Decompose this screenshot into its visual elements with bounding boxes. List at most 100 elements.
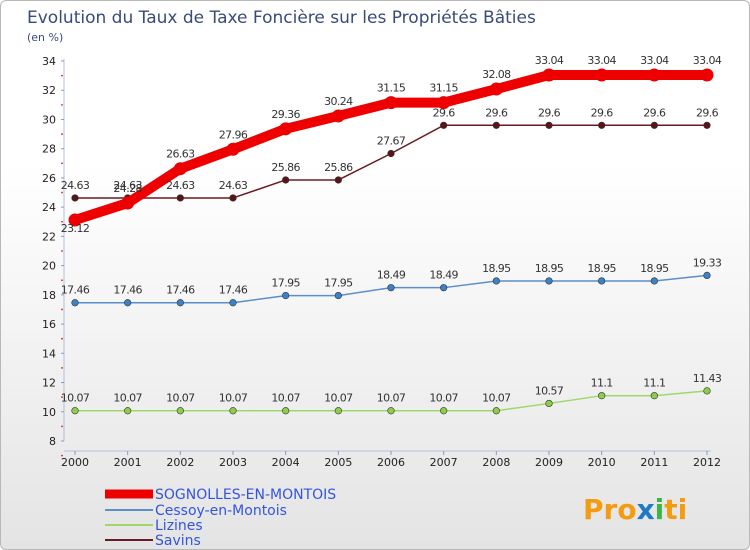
data-point [440, 407, 448, 415]
data-label: 10.07 [219, 392, 248, 405]
x-tick-label: 2001 [114, 456, 142, 469]
data-label: 33.04 [693, 54, 722, 67]
data-point [71, 299, 79, 307]
data-label: 29.6 [485, 106, 508, 119]
x-tick-label: 2008 [482, 456, 510, 469]
data-point [545, 121, 553, 129]
data-label: 18.95 [587, 262, 616, 275]
y-tick-label: 26 [42, 172, 56, 185]
data-point [437, 96, 451, 110]
data-point [176, 194, 184, 202]
logo-part: i [655, 493, 665, 526]
y-minor-tick [61, 191, 63, 194]
x-tick-label: 2000 [61, 456, 89, 469]
data-label: 26.63 [166, 148, 195, 161]
data-point [71, 194, 79, 202]
x-tick-label: 2010 [588, 456, 616, 469]
data-point [703, 271, 711, 280]
data-label: 11.43 [693, 372, 722, 385]
y-minor-tick [61, 74, 63, 77]
data-point [384, 96, 398, 110]
data-point [650, 277, 658, 285]
y-tick-label: 34 [42, 55, 56, 68]
legend-label: SOGNOLLES-EN-MONTOIS [155, 487, 336, 503]
y-minor-tick [61, 425, 63, 428]
data-point [489, 82, 503, 96]
y-tick-label: 22 [42, 230, 56, 243]
data-point [121, 196, 135, 210]
logo-text: Proxiti [583, 493, 687, 526]
data-point [334, 291, 342, 300]
data-point [387, 284, 395, 292]
data-point [650, 121, 658, 129]
y-tick-label: 18 [42, 289, 56, 302]
y-tick-label: 16 [42, 318, 56, 331]
data-point [387, 407, 395, 415]
data-point [595, 68, 609, 82]
y-minor-tick [61, 337, 63, 340]
data-label: 31.15 [429, 82, 458, 95]
data-point [647, 68, 661, 82]
data-point [68, 213, 82, 227]
data-point [545, 399, 553, 408]
data-point [440, 284, 448, 292]
data-label: 17.46 [166, 284, 195, 297]
data-point [703, 121, 711, 129]
logo-part: ti [664, 493, 687, 526]
legend-label: Lizines [155, 518, 203, 534]
x-tick-label: 2006 [377, 456, 405, 469]
data-label: 30.24 [324, 95, 353, 108]
data-label: 18.95 [535, 262, 564, 275]
y-minor-tick [61, 220, 63, 223]
data-label: 29.6 [591, 106, 614, 119]
data-label: 25.86 [271, 161, 300, 174]
data-label: 10.07 [166, 392, 195, 405]
y-minor-tick [61, 279, 63, 282]
data-label: 10.07 [271, 392, 300, 405]
data-label: 25.86 [324, 161, 353, 174]
x-tick-label: 2012 [693, 456, 721, 469]
y-minor-tick [61, 250, 63, 252]
data-label: 27.67 [377, 135, 406, 148]
y-minor-tick [61, 308, 63, 311]
data-label: 29.6 [696, 106, 719, 119]
data-point [492, 121, 500, 129]
data-label: 11.1 [643, 377, 665, 390]
data-label: 29.6 [538, 106, 561, 119]
x-tick-label: 2003 [219, 456, 247, 469]
data-point [331, 109, 345, 123]
data-point [700, 68, 714, 82]
data-point [124, 407, 132, 415]
data-label: 11.1 [591, 377, 613, 390]
logo-part: x [637, 493, 655, 526]
data-point [545, 277, 553, 285]
axes: 8 10 12 14 16 18 20 22 24 26 28 30 32 34 2000 2001 2002 2… [42, 55, 721, 469]
data-label: 10.07 [482, 392, 511, 405]
data-point [492, 277, 500, 285]
chart-title: Evolution du Taux de Taxe Foncière sur l… [27, 8, 536, 28]
data-label: 17.46 [113, 284, 142, 297]
data-label: 10.07 [429, 392, 458, 405]
y-tick-label: 14 [42, 347, 56, 360]
x-tick-label: 2011 [640, 456, 668, 469]
data-labels: 10.07 10.07 10.07 10.07 10.07 10.07 10.07 10.07… [61, 54, 723, 405]
data-point [542, 68, 556, 82]
data-label: 32.08 [482, 68, 511, 81]
y-tick-label: 32 [42, 84, 56, 97]
data-point [440, 121, 448, 129]
data-label: 10.07 [61, 392, 90, 405]
data-label: 24.63 [219, 179, 248, 192]
data-point [229, 299, 237, 307]
data-point [334, 407, 342, 415]
data-label: 18.95 [640, 262, 669, 275]
data-label: 10.57 [535, 384, 564, 397]
y-minor-tick [61, 103, 63, 106]
data-label: 24.63 [61, 179, 90, 192]
data-label: 17.46 [219, 284, 248, 297]
y-minor-tick [61, 133, 63, 135]
data-point [71, 407, 79, 415]
x-tick-label: 2004 [272, 456, 300, 469]
data-label: 24.63 [166, 179, 195, 192]
